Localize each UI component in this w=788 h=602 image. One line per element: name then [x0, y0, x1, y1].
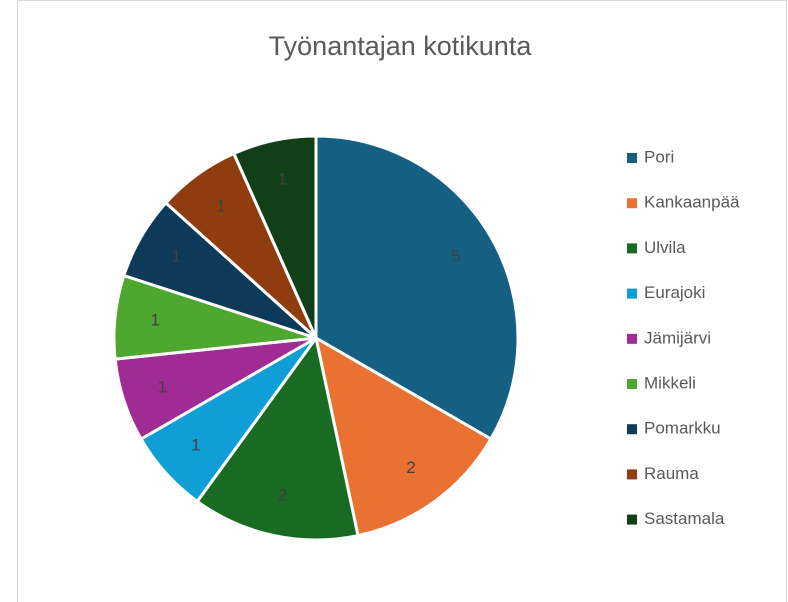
data-label: 1	[171, 247, 180, 266]
legend-swatch	[627, 424, 637, 435]
data-label: 1	[278, 169, 287, 188]
data-label: 2	[278, 486, 287, 505]
data-label: 2	[406, 458, 415, 477]
legend-label: Pomarkku	[644, 419, 721, 438]
legend-label: Rauma	[644, 464, 699, 483]
data-label: 1	[216, 197, 225, 216]
legend-swatch	[627, 333, 637, 344]
data-label: 1	[151, 311, 160, 330]
legend-swatch	[627, 469, 637, 480]
pie-slice	[195, 334, 360, 542]
legend-label: Ulvila	[644, 238, 686, 257]
legend-swatch	[627, 379, 637, 389]
legend-swatch	[627, 288, 637, 299]
legend-label: Eurajoki	[644, 283, 705, 302]
legend-label: Mikkeli	[644, 373, 696, 392]
legend-swatch	[627, 243, 637, 254]
legend-label: Kankaanpää	[644, 193, 740, 212]
pie-slice	[314, 134, 520, 442]
legend-swatch	[627, 198, 637, 209]
legend-swatch	[627, 153, 637, 163]
legend-label: Pori	[644, 147, 674, 166]
data-label: 1	[191, 436, 200, 455]
data-label: 1	[158, 377, 167, 396]
data-label: 5	[451, 247, 460, 266]
legend-swatch	[627, 514, 637, 525]
pie-slice	[231, 134, 318, 339]
legend-label: Jämijärvi	[644, 328, 711, 347]
pie-slice	[313, 335, 493, 538]
chart-title: Työnantajan kotikunta	[269, 31, 533, 61]
legend-label: Sastamala	[644, 509, 725, 528]
